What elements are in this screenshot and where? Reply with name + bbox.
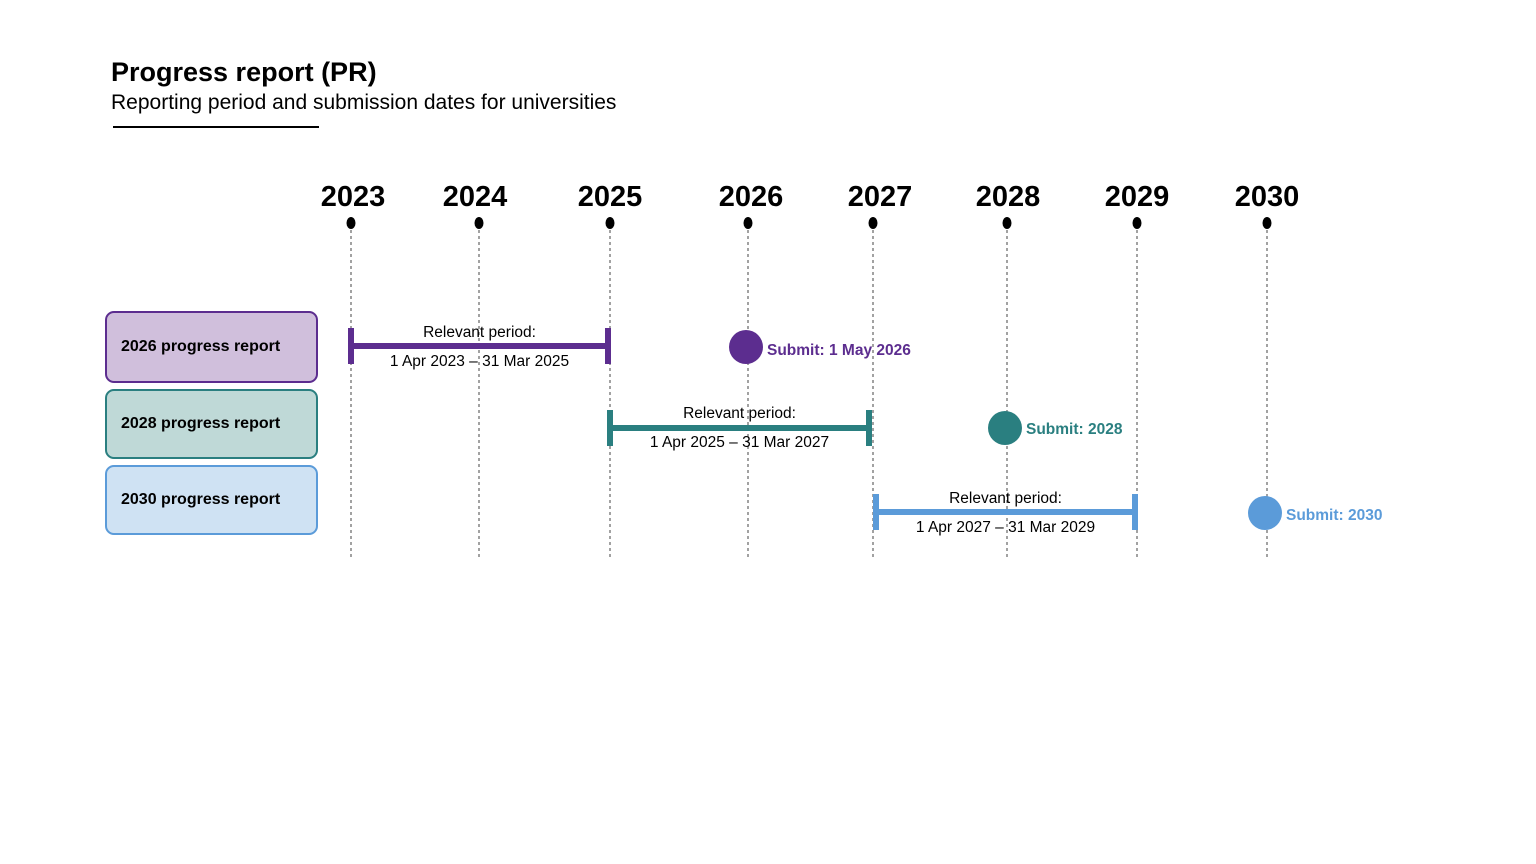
year-label-2029: 2029 xyxy=(1105,181,1170,213)
year-label-2023: 2023 xyxy=(321,181,386,213)
report-label-text: 2026 progress report xyxy=(121,338,281,355)
year-label-2025: 2025 xyxy=(578,181,643,213)
submit-label: Submit: 2030 xyxy=(1286,507,1382,524)
year-marker-2023 xyxy=(346,217,356,229)
page-subtitle: Reporting period and submission dates fo… xyxy=(111,91,617,114)
period-range: 1 Apr 2023 – 31 Mar 2025 xyxy=(390,353,569,370)
year-label-2030: 2030 xyxy=(1235,181,1300,213)
report-rows: Relevant period: 1 Apr 2023 – 31 Mar 2025… xyxy=(348,324,1382,536)
report-row-1: Relevant period: 1 Apr 2025 – 31 Mar 2027… xyxy=(607,405,1123,451)
report-label-2030: 2030 progress report xyxy=(105,465,318,535)
page-title: Progress report (PR) xyxy=(111,57,377,87)
submit-label: Submit: 1 May 2026 xyxy=(767,342,911,359)
period-range: 1 Apr 2027 – 31 Mar 2029 xyxy=(916,519,1095,536)
submit-marker xyxy=(1248,496,1282,530)
submit-marker xyxy=(988,411,1022,445)
year-label-2027: 2027 xyxy=(848,181,913,213)
period-range: 1 Apr 2025 – 31 Mar 2027 xyxy=(650,434,829,451)
year-label-2028: 2028 xyxy=(976,181,1041,213)
period-heading: Relevant period: xyxy=(423,324,536,341)
title-underline xyxy=(113,126,319,128)
report-row-2: Relevant period: 1 Apr 2027 – 31 Mar 2029… xyxy=(873,490,1382,536)
report-label-text: 2030 progress report xyxy=(121,491,281,508)
year-marker-2026 xyxy=(743,217,753,229)
year-marker-2029 xyxy=(1132,217,1142,229)
report-row-0: Relevant period: 1 Apr 2023 – 31 Mar 2025… xyxy=(348,324,911,370)
report-label-2026: 2026 progress report xyxy=(105,311,318,383)
year-label-2026: 2026 xyxy=(719,181,784,213)
submit-label: Submit: 2028 xyxy=(1026,421,1123,438)
year-marker-2025 xyxy=(605,217,615,229)
year-marker-2024 xyxy=(474,217,484,229)
year-label-2024: 2024 xyxy=(443,181,508,213)
report-label-2028: 2028 progress report xyxy=(105,389,318,459)
year-marker-2030 xyxy=(1262,217,1272,229)
year-marker-2027 xyxy=(868,217,878,229)
year-marker-2028 xyxy=(1002,217,1012,229)
report-label-text: 2028 progress report xyxy=(121,415,281,432)
submit-marker xyxy=(729,330,763,364)
period-heading: Relevant period: xyxy=(949,490,1062,507)
period-heading: Relevant period: xyxy=(683,405,796,422)
